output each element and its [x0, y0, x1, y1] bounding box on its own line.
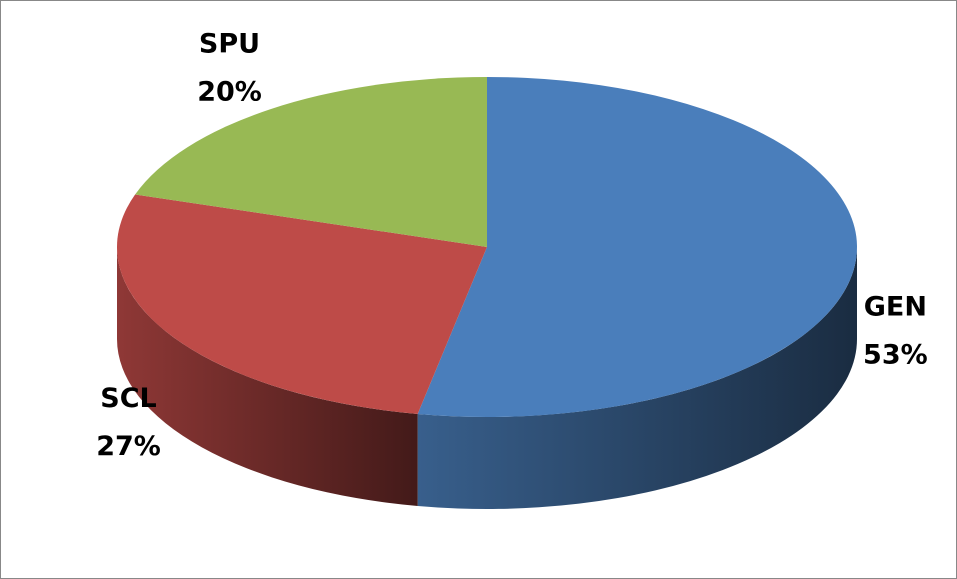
pie-slice	[135, 77, 488, 247]
slice-value-label: 53%	[863, 340, 928, 371]
slice-value-label: 27%	[96, 431, 161, 462]
pie-slice	[117, 194, 488, 414]
slice-value-label: 20%	[197, 77, 262, 108]
slice-side	[417, 247, 857, 510]
slice-label: GEN	[864, 292, 927, 323]
slice-label: SPU	[199, 29, 260, 60]
pie-slice	[417, 77, 858, 417]
slice-label: SCL	[100, 383, 156, 414]
slice-side	[117, 247, 418, 506]
